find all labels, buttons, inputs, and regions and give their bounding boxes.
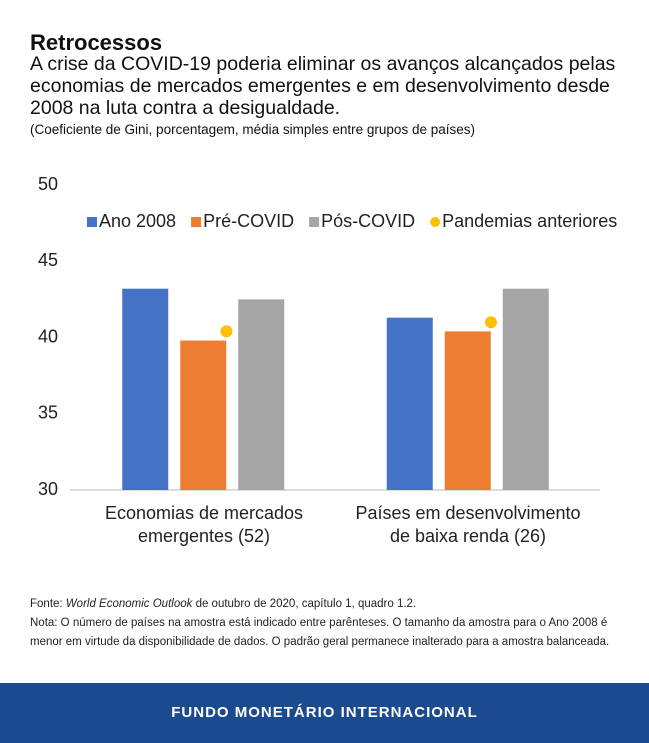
y-tick-label: 50 [38,174,58,194]
subtitle: A crise da COVID-19 poderia eliminar os … [30,53,616,119]
bar [444,331,491,490]
legend-marker [430,217,441,227]
y-tick-label: 30 [38,479,58,499]
source-text: de outubro de 2020, capítulo 1, quadro 1… [195,598,417,610]
legend-label: Pré-COVID [203,211,294,231]
y-tick-label: 40 [38,326,58,346]
units-note: (Coeficiente de Gini, porcentagem, média… [30,122,475,137]
legend-marker [309,217,320,227]
source-title: World Economic Outlook [65,598,193,610]
bar [180,340,227,490]
legend-marker [87,217,97,227]
point [220,325,233,338]
legend-marker [191,217,202,227]
bar [238,299,285,490]
legend-label: Ano 2008 [99,211,176,231]
source-text: Fonte: [30,598,63,610]
title: Retrocessos [30,30,163,55]
bar [386,317,433,490]
footer: FUNDO MONETÁRIO INTERNACIONAL [0,683,649,743]
category-label: Países em desenvolvimento de baixa renda… [355,503,581,546]
category-label: Economias de mercados emergentes (52) [104,503,304,546]
bar [122,288,169,490]
bar [502,288,549,490]
legend-label: Pós-COVID [321,211,415,231]
y-tick-label: 45 [38,250,58,270]
note: Nota: O número de países na amostra está… [30,617,610,648]
source: Fonte: World Economic Outlook de outubro… [30,595,620,614]
y-tick-label: 35 [38,403,58,423]
point [484,316,497,329]
legend-label: Pandemias anteriores [442,211,617,231]
